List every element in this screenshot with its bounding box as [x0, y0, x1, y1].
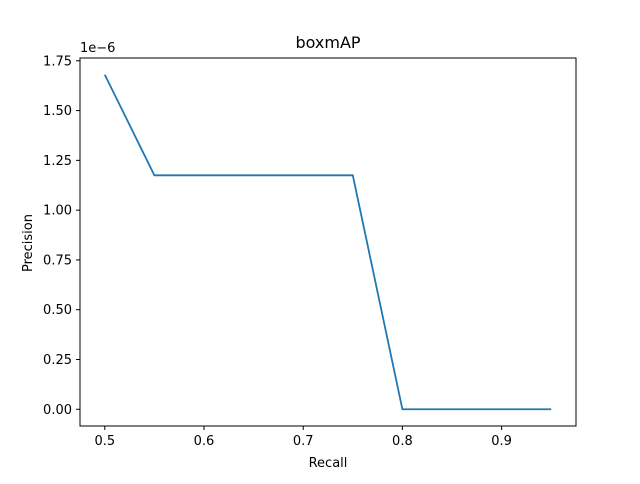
- x-tick-label: 0.8: [392, 434, 413, 449]
- series-line: [103, 74, 552, 411]
- chart-title: boxmAP: [295, 33, 360, 52]
- x-axis-ticks: 0.5 0.6 0.7 0.8 0.9: [94, 426, 512, 449]
- y-axis-ticks: 0.00 0.25 0.50 0.75 1.00 1.25 1.50 1.75: [43, 54, 80, 418]
- y-tick-label: 0.75: [43, 253, 72, 268]
- plot-frame: [79, 57, 577, 427]
- x-axis-label: Recall: [309, 456, 348, 471]
- y-tick-label: 1.00: [43, 204, 72, 219]
- y-tick-label: 1.75: [43, 54, 72, 69]
- plot-series: [103, 74, 552, 411]
- x-tick-label: 0.9: [491, 434, 512, 449]
- x-tick-label: 0.7: [293, 434, 314, 449]
- y-tick-label: 1.50: [43, 104, 72, 119]
- y-tick-label: 0.00: [43, 403, 72, 418]
- y-axis-label: Precision: [21, 214, 36, 272]
- y-tick-label: 1.25: [43, 154, 72, 169]
- x-tick-label: 0.5: [94, 434, 115, 449]
- y-offset-label: 1e−6: [80, 41, 115, 56]
- y-tick-label: 0.50: [43, 303, 72, 318]
- y-tick-label: 0.25: [43, 353, 72, 368]
- x-tick-label: 0.6: [194, 434, 215, 449]
